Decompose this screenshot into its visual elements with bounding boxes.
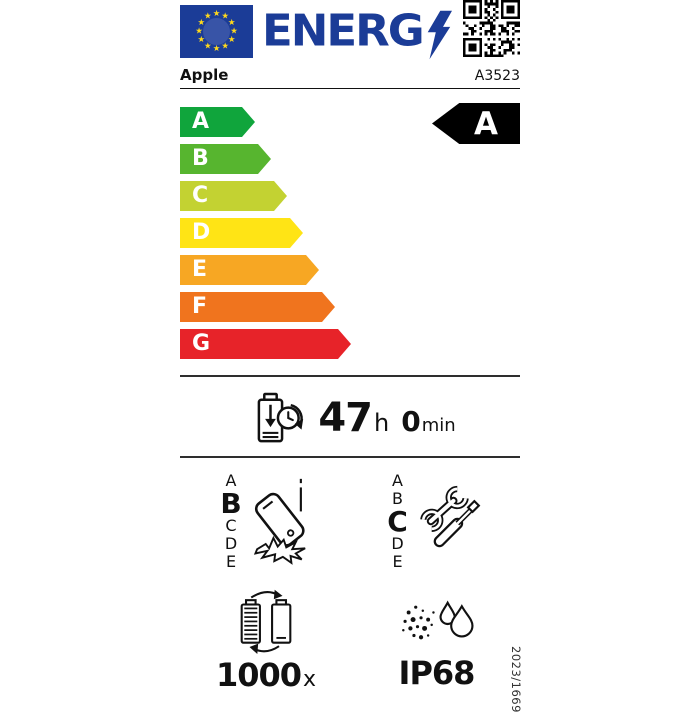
dust-water-icon xyxy=(401,600,474,640)
rating-bar-letter: B xyxy=(192,146,209,171)
rating-bar-letter: D xyxy=(192,220,211,245)
endurance-value: 47 h 0 min xyxy=(318,395,455,441)
brand-name: Apple xyxy=(180,66,229,84)
ip-rating: IP68 xyxy=(398,654,476,692)
scale-letter-d: D xyxy=(391,534,404,553)
scale-letter-a: A xyxy=(392,471,403,490)
rating-bar-letter: G xyxy=(192,331,211,356)
battery-cycle-icon xyxy=(240,589,292,654)
selected-class-indicator: A xyxy=(432,103,520,144)
rating-bar-letter: A xyxy=(192,109,210,134)
endurance-hours: 47 xyxy=(318,395,373,441)
svg-text:★: ★ xyxy=(204,11,212,21)
energ-logo: ENERG xyxy=(262,6,452,60)
brand-row: Apple A3523 xyxy=(180,66,520,89)
wrench-screwdriver-icon xyxy=(420,485,481,548)
falling-phone-icon xyxy=(253,478,306,565)
rating-bar-d: D xyxy=(180,218,303,248)
ip-rating-value: IP68 xyxy=(398,654,476,692)
lightning-bolt-icon xyxy=(427,10,452,60)
scale-letter-c: C xyxy=(225,516,237,535)
svg-text:★: ★ xyxy=(195,27,203,37)
divider xyxy=(180,375,520,377)
svg-text:★: ★ xyxy=(221,42,229,52)
svg-text:★: ★ xyxy=(230,27,238,37)
svg-text:★: ★ xyxy=(213,44,221,54)
rating-bar-f: F xyxy=(180,292,335,322)
svg-text:★: ★ xyxy=(197,35,205,45)
scale-letter-c-selected: C xyxy=(387,505,408,538)
rating-bar-b: B xyxy=(180,144,271,174)
svg-text:★: ★ xyxy=(213,9,221,19)
eu-flag-icon: ★ ★ ★ ★ ★ ★ ★ ★ ★ ★ ★ ★ xyxy=(180,5,253,58)
svg-text:★: ★ xyxy=(197,18,205,28)
ingress-protection-section: IP68 xyxy=(353,588,520,692)
scale-letter-b: B xyxy=(392,489,403,508)
battery-cycles-section: 1000 x xyxy=(180,588,352,694)
scale-letter-b-selected: B xyxy=(220,487,242,520)
rating-bar-g: G xyxy=(180,329,351,359)
cycles-unit: x xyxy=(303,667,317,692)
endurance-minutes-unit: min xyxy=(421,415,456,436)
rating-bar-letter: C xyxy=(192,183,209,208)
scale-letter-e: E xyxy=(225,552,237,571)
scale-letter-d: D xyxy=(224,534,238,553)
svg-text:★: ★ xyxy=(204,42,212,52)
scale-letter-e: E xyxy=(392,552,403,571)
selected-class-letter: A xyxy=(474,105,498,142)
battery-clock-icon xyxy=(257,392,304,443)
svg-text:★: ★ xyxy=(228,18,236,28)
scale-letter-a: A xyxy=(225,471,237,490)
svg-text:★: ★ xyxy=(221,11,229,21)
endurance-minutes: 0 xyxy=(401,405,421,438)
model-number: A3523 xyxy=(474,68,520,84)
endurance-hours-unit: h xyxy=(374,409,390,437)
rating-bar-letter: E xyxy=(192,257,208,282)
rating-bar-a: A xyxy=(180,107,255,137)
qr-code xyxy=(463,0,520,57)
rating-bar-e: E xyxy=(180,255,319,285)
rating-bar-c: C xyxy=(180,181,287,211)
energ-text: ENERG xyxy=(262,5,425,56)
divider xyxy=(180,456,520,458)
rating-bar-letter: F xyxy=(192,294,208,319)
svg-text:★: ★ xyxy=(228,35,236,45)
regulation-number: 2023/1669 xyxy=(509,646,523,713)
battery-cycles-value: 1000 x xyxy=(216,656,316,694)
battery-endurance-section: 47 h 0 min xyxy=(180,386,526,450)
cycles-number: 1000 xyxy=(215,656,302,694)
